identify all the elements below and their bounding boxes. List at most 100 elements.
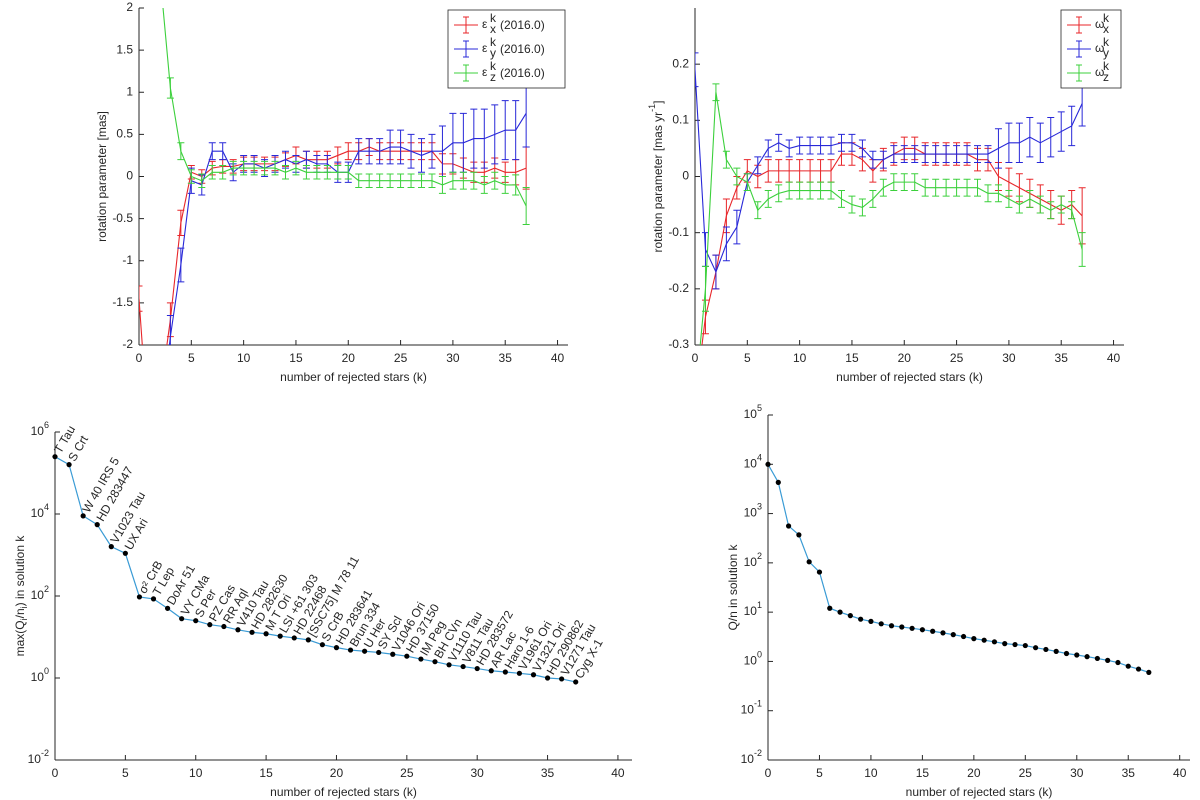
- error-bar: [355, 173, 363, 188]
- point: [888, 623, 895, 629]
- error-bar: [775, 184, 783, 203]
- error-bar: [1026, 117, 1034, 158]
- series-line: [695, 69, 1083, 274]
- panel: 0 5 10 15 20 25 30 35 40 -2 -1.5 -1 -0.5 0 0.5 1 1.5 2 num…: [95, 0, 568, 463]
- y-tick-label: -0.2: [668, 281, 689, 295]
- error-bar: [722, 150, 730, 169]
- error-bar: [1078, 232, 1086, 267]
- point: [878, 621, 884, 627]
- error-bar: [177, 209, 185, 236]
- tick-exponent: 1: [757, 601, 762, 611]
- error-bar: [858, 198, 866, 217]
- y-axis-label-part: i: [19, 618, 29, 620]
- y-tick-label: 100: [31, 666, 49, 684]
- legend-swatch: [1067, 64, 1091, 82]
- point: [847, 613, 853, 619]
- error-bar: [501, 176, 509, 194]
- error-bar: [219, 142, 227, 161]
- y-tick-label: 102: [31, 584, 49, 602]
- legend-superscript: k: [1103, 59, 1110, 73]
- x-tick-label: 10: [237, 351, 251, 365]
- error-bar: [470, 108, 478, 169]
- error-bar: [355, 138, 363, 165]
- error-bar: [302, 165, 310, 180]
- tick-exponent: 0: [44, 666, 49, 676]
- error-bar: [837, 190, 845, 208]
- point: [263, 631, 269, 637]
- error-bar: [733, 209, 741, 245]
- y-axis-label-part: i: [19, 606, 29, 608]
- x-tick-label: 15: [916, 766, 930, 780]
- legend-superscript: k: [490, 35, 497, 49]
- point: [559, 676, 565, 682]
- error-bar: [449, 171, 457, 190]
- tick-base: 10: [744, 555, 758, 569]
- error-bar: [139, 285, 143, 312]
- point: [940, 630, 946, 636]
- error-bar: [817, 181, 825, 200]
- error-bar: [1015, 195, 1023, 214]
- x-tick-label: 40: [611, 766, 625, 780]
- error-bar: [692, 379, 699, 424]
- tick-base: 10: [744, 654, 758, 668]
- x-tick-label: 30: [1002, 351, 1016, 365]
- x-tick-label: 25: [400, 766, 414, 780]
- error-bar: [198, 173, 206, 188]
- legend-subscript: x: [1103, 22, 1109, 36]
- point: [1074, 652, 1080, 658]
- x-tick-label: 5: [188, 351, 195, 365]
- tick-exponent: 0: [757, 650, 762, 660]
- point: [94, 522, 100, 528]
- point: [1043, 646, 1049, 653]
- series-line: [701, 147, 1083, 345]
- y-tick-label: 104: [31, 502, 49, 520]
- point: [108, 544, 114, 550]
- tick-exponent: -2: [754, 748, 762, 758]
- error-bar: [879, 150, 887, 169]
- y-tick-label: 1: [126, 84, 133, 98]
- error-bar: [146, 429, 153, 463]
- point: [806, 559, 812, 565]
- legend-swatch: [454, 64, 478, 82]
- error-bar: [796, 181, 804, 200]
- series-line: [139, 146, 527, 345]
- x-tick-label: 15: [259, 766, 273, 780]
- x-tick-label: 10: [864, 766, 878, 780]
- error-bar: [418, 173, 426, 188]
- error-bar: [1068, 105, 1076, 147]
- tick-exponent: 6: [44, 420, 49, 430]
- tick-exponent: 4: [757, 453, 762, 463]
- error-bar: [900, 173, 908, 192]
- error-bar: [522, 146, 530, 190]
- y-tick-label: 100: [744, 650, 762, 668]
- error-bar: [166, 315, 174, 345]
- point: [796, 532, 802, 538]
- error-bar: [984, 184, 992, 203]
- error-bar: [208, 142, 216, 161]
- plot-area: [136, 8, 530, 463]
- legend-superscript: k: [490, 59, 497, 73]
- error-bar: [522, 186, 530, 226]
- panel: 0 5 10 15 20 25 30 35 40-0.3-0.2-0.100.10.2numbe…: [647, 8, 1124, 424]
- point: [460, 663, 466, 670]
- error-bar: [208, 165, 216, 180]
- point: [816, 569, 823, 575]
- error-bar: [754, 156, 762, 175]
- y-tick-label: -0.5: [112, 211, 133, 225]
- y-tick-label: 0.1: [672, 113, 689, 127]
- error-bar: [1068, 201, 1076, 220]
- error-bar: [136, 404, 143, 455]
- tick-base: 10: [744, 407, 758, 421]
- x-axis-label: number of rejected stars (k): [906, 785, 1053, 799]
- error-bar: [470, 171, 478, 190]
- error-bar: [890, 173, 898, 192]
- y-tick-label: 0.5: [116, 127, 133, 141]
- error-bar: [733, 167, 741, 186]
- error-bar: [869, 150, 877, 169]
- point: [179, 616, 185, 622]
- point: [418, 656, 424, 662]
- error-bar: [156, 379, 163, 413]
- error-bar: [187, 169, 195, 184]
- error-bar: [695, 52, 699, 88]
- error-bar: [229, 160, 237, 176]
